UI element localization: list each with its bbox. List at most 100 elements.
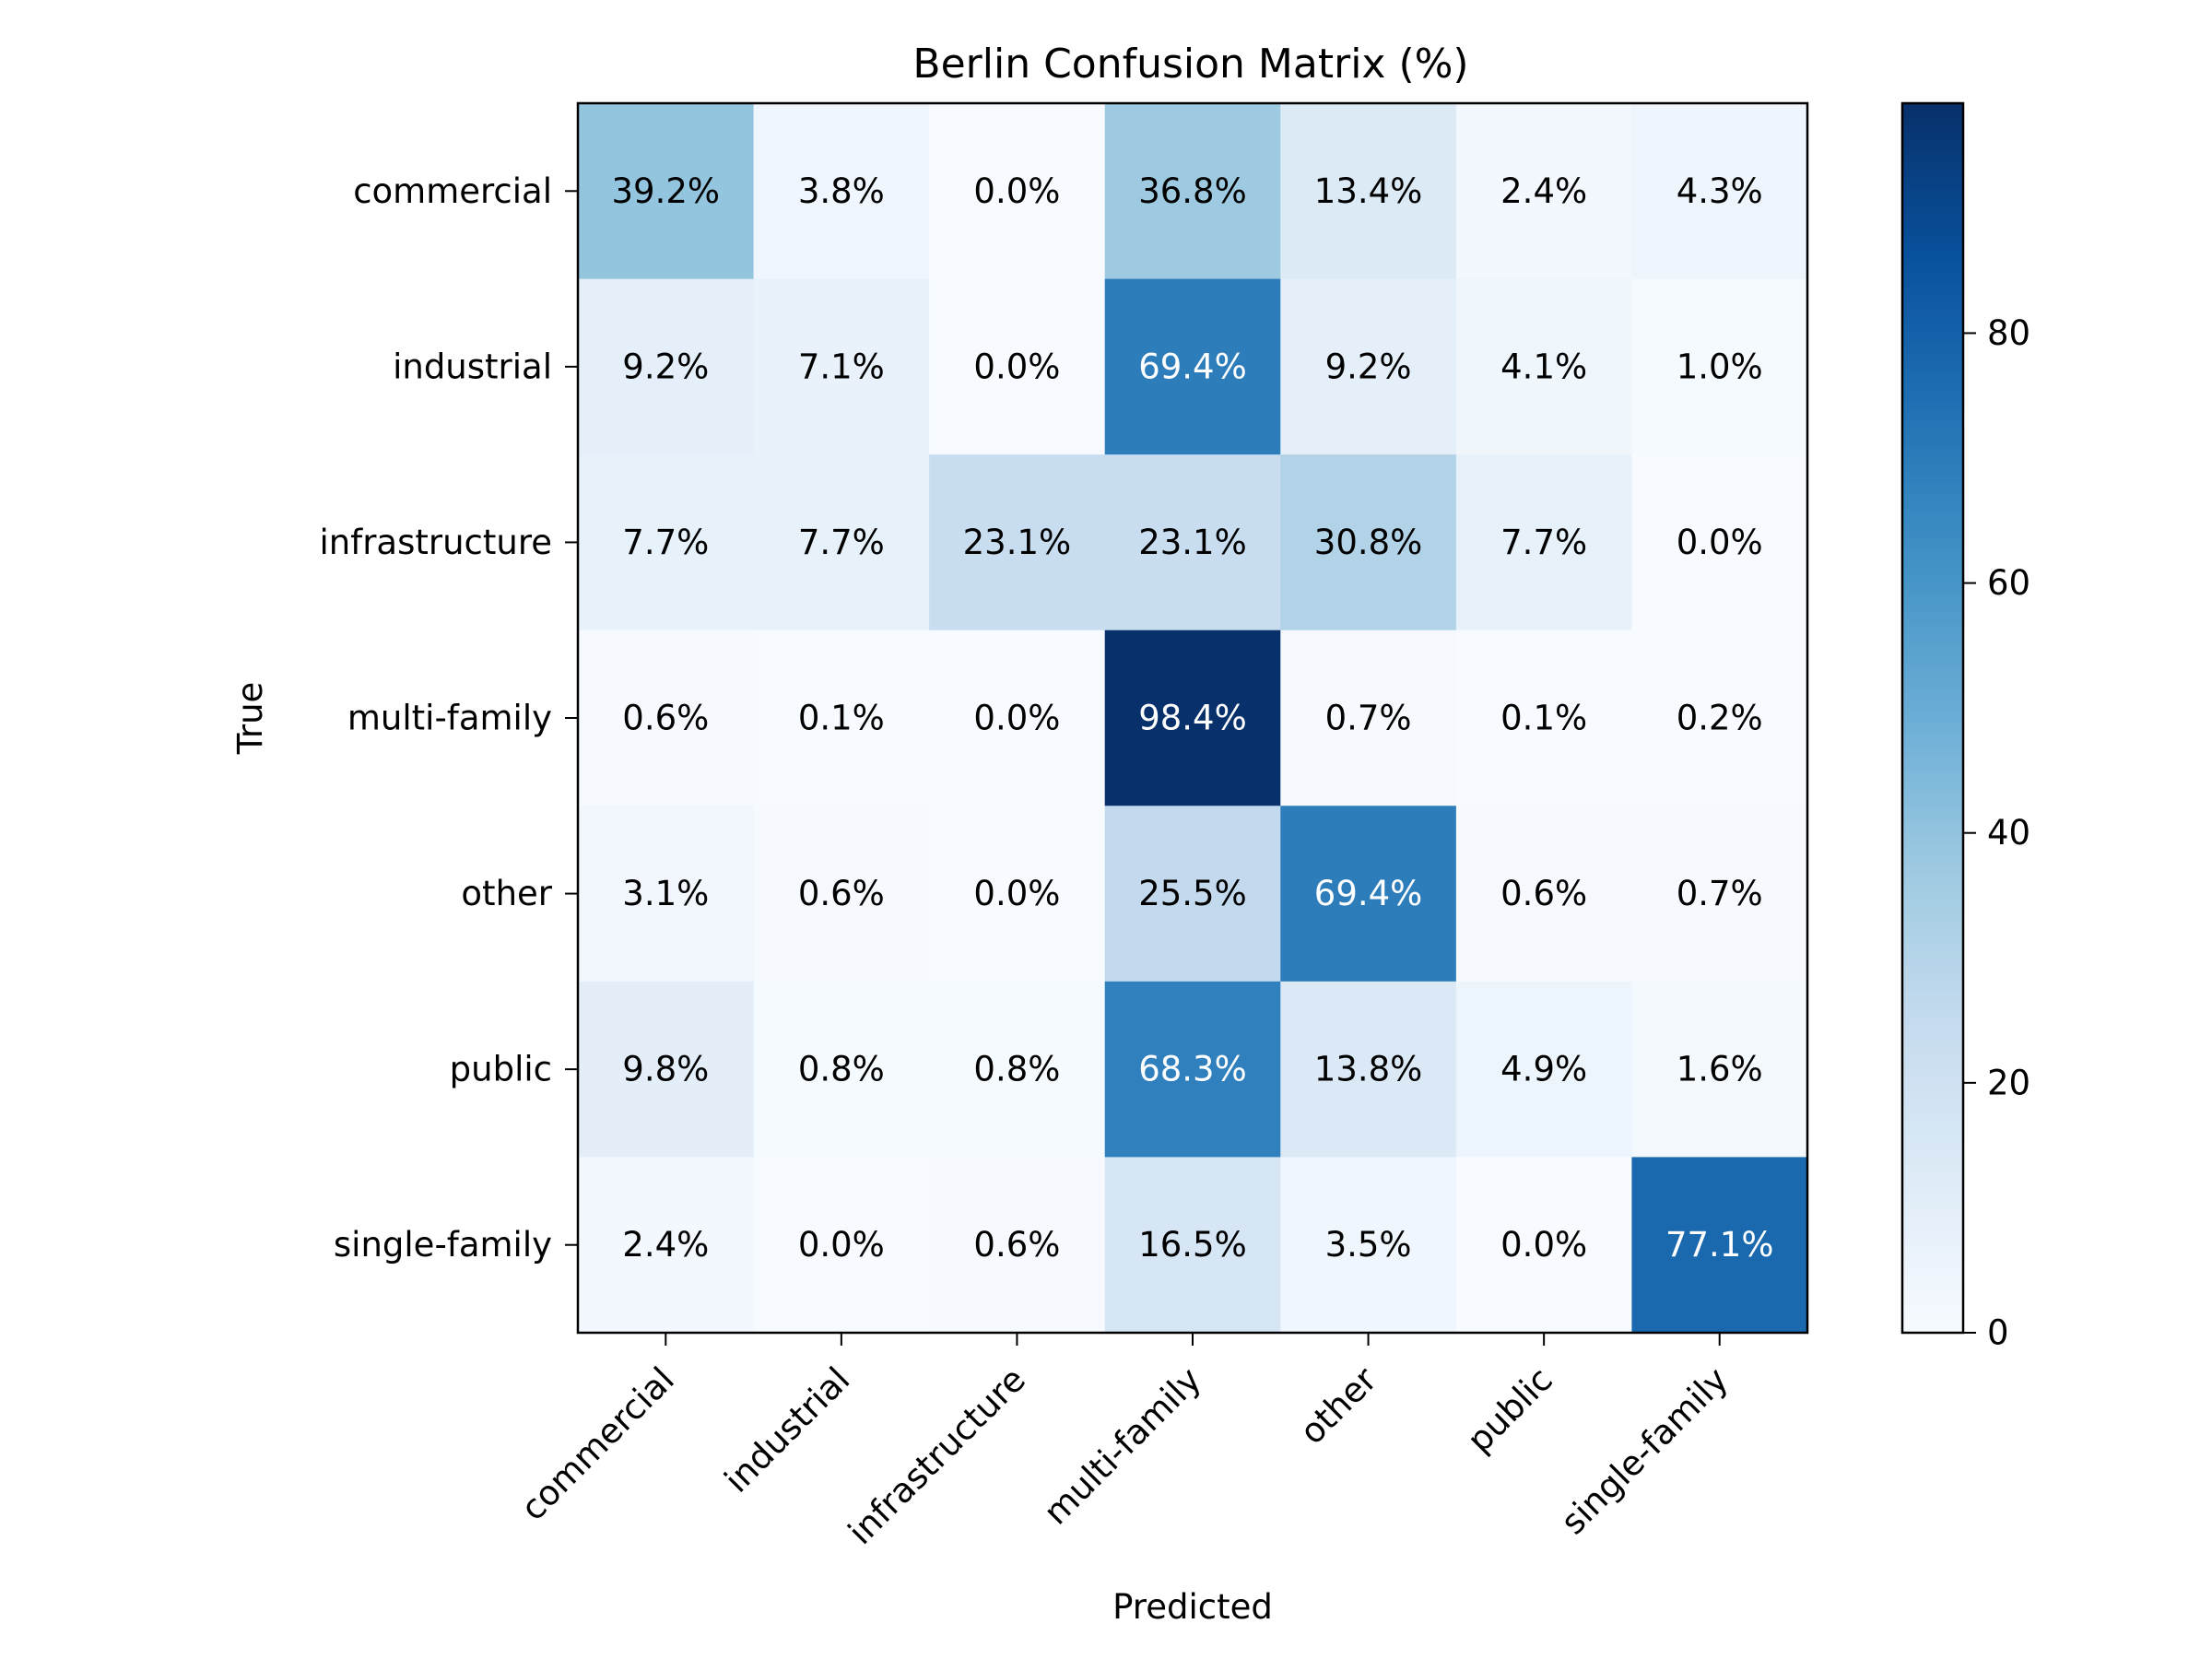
cell-value-label: 0.7% xyxy=(1325,699,1412,738)
heatmap-cell xyxy=(578,103,755,280)
heatmap-cell xyxy=(929,278,1106,455)
cell-value-label: 7.7% xyxy=(798,523,885,562)
cell-value-label: 68.3% xyxy=(1138,1050,1247,1089)
cell-value-label: 0.6% xyxy=(798,874,885,913)
cell-value-label: 23.1% xyxy=(963,523,1072,562)
cell-value-label: 0.1% xyxy=(798,699,885,738)
chart-title: Berlin Confusion Matrix (%) xyxy=(912,41,1468,88)
heatmap-cell xyxy=(1631,981,1808,1158)
x-tick-label: other xyxy=(1292,1359,1385,1453)
cell-value-label: 69.4% xyxy=(1314,874,1423,913)
heatmap-cell xyxy=(1631,1157,1808,1334)
y-axis-ticks: commercial industrial infrastructure multi-… xyxy=(319,171,578,1265)
heatmap-cell xyxy=(578,278,755,455)
cell-value-label: 0.0% xyxy=(973,699,1060,738)
cell-value-label: 3.1% xyxy=(622,874,709,913)
heatmap-cell xyxy=(1631,454,1808,631)
heatmap-cell xyxy=(578,981,755,1158)
heatmap-cell xyxy=(1455,454,1632,631)
heatmap-cell xyxy=(929,454,1106,631)
heatmap-cell xyxy=(1104,103,1281,280)
x-tick-label: commercial xyxy=(513,1359,682,1528)
colorbar-gradient xyxy=(1900,101,1965,1335)
cell-value-label: 9.2% xyxy=(1325,347,1412,386)
heatmap-cell xyxy=(1104,1157,1281,1334)
cell-value-label: 0.6% xyxy=(1500,874,1587,913)
cell-value-label: 30.8% xyxy=(1314,523,1423,562)
colorbar-tick-label: 40 xyxy=(1987,813,2030,853)
colorbar-tick-label: 80 xyxy=(1987,313,2030,353)
heatmap-cell xyxy=(1455,278,1632,455)
cell-value-label: 0.0% xyxy=(1500,1225,1587,1265)
cell-value-label: 0.1% xyxy=(1500,699,1587,738)
y-axis-label: True xyxy=(230,682,270,756)
heatmap-cell xyxy=(753,278,930,455)
cell-value-label: 0.0% xyxy=(798,1225,885,1265)
cell-value-label: 0.8% xyxy=(973,1050,1060,1089)
x-axis-label: Predicted xyxy=(1112,1587,1273,1627)
x-tick-label: public xyxy=(1460,1359,1560,1460)
cell-value-label: 39.2% xyxy=(612,171,721,211)
y-tick-label: industrial xyxy=(393,347,552,386)
heatmap-cell xyxy=(929,103,1106,280)
cell-value-label: 0.6% xyxy=(973,1225,1060,1265)
y-tick-label: multi-family xyxy=(347,699,552,738)
heatmap-cell xyxy=(1104,278,1281,455)
cell-value-label: 7.7% xyxy=(622,523,709,562)
cell-value-label: 0.0% xyxy=(973,347,1060,386)
heatmap-cell xyxy=(753,629,930,806)
x-tick-label: single-family xyxy=(1553,1359,1735,1542)
heatmap-cell xyxy=(929,806,1106,982)
heatmap-cell xyxy=(1455,1157,1632,1334)
cell-value-label: 7.7% xyxy=(1500,523,1587,562)
cell-value-label: 0.0% xyxy=(973,874,1060,913)
y-tick-label: commercial xyxy=(353,171,552,211)
cell-value-label: 1.6% xyxy=(1677,1050,1763,1089)
y-tick-label: infrastructure xyxy=(319,523,552,562)
colorbar-tick-label: 60 xyxy=(1987,563,2030,603)
colorbar-tick-label: 0 xyxy=(1987,1313,2009,1353)
heatmap-cell xyxy=(578,629,755,806)
x-tick-label: infrastructure xyxy=(841,1359,1033,1552)
cell-value-label: 2.4% xyxy=(622,1225,709,1265)
colorbar-tick-label: 20 xyxy=(1987,1063,2030,1102)
cell-value-label: 2.4% xyxy=(1500,171,1587,211)
heatmap-cell xyxy=(1631,278,1808,455)
heatmap-cell xyxy=(1280,1157,1457,1334)
cell-value-label: 0.6% xyxy=(622,699,709,738)
cell-value-label: 1.0% xyxy=(1677,347,1763,386)
x-tick-label: industrial xyxy=(717,1359,858,1500)
heatmap-cell xyxy=(1104,806,1281,982)
cell-value-label: 13.4% xyxy=(1314,171,1423,211)
heatmap-cell xyxy=(1455,806,1632,982)
cell-value-label: 23.1% xyxy=(1138,523,1247,562)
heatmap-cell xyxy=(1631,103,1808,280)
heatmap-cell xyxy=(1104,629,1281,806)
heatmap-cell xyxy=(929,629,1106,806)
y-tick-label: public xyxy=(450,1050,552,1089)
cell-value-label: 0.2% xyxy=(1677,699,1763,738)
heatmap-cell xyxy=(1104,981,1281,1158)
heatmap-cell xyxy=(1631,806,1808,982)
heatmap-cell xyxy=(1104,454,1281,631)
heatmap-cell xyxy=(1455,629,1632,806)
heatmap-cell xyxy=(1455,103,1632,280)
cell-value-label: 9.8% xyxy=(622,1050,709,1089)
heatmap-cell xyxy=(578,454,755,631)
heatmap-cell-labels: 39.2% 3.8% 0.0% 36.8% 13.4% 2.4% 4.3% 9.2% 7.1% 0… xyxy=(612,171,1774,1265)
heatmap-cell xyxy=(1280,103,1457,280)
heatmap-cell xyxy=(753,454,930,631)
cell-value-label: 13.8% xyxy=(1314,1050,1423,1089)
cell-value-label: 0.7% xyxy=(1677,874,1763,913)
heatmap-cell xyxy=(1280,981,1457,1158)
heatmap-cell xyxy=(578,806,755,982)
y-tick-label: single-family xyxy=(334,1225,552,1265)
cell-value-label: 4.9% xyxy=(1500,1050,1587,1089)
cell-value-label: 0.0% xyxy=(1677,523,1763,562)
heatmap-cell xyxy=(578,1157,755,1334)
heatmap-cell xyxy=(1280,454,1457,631)
heatmap-cells xyxy=(578,103,1808,1334)
heatmap-cell xyxy=(929,1157,1106,1334)
cell-value-label: 36.8% xyxy=(1138,171,1247,211)
